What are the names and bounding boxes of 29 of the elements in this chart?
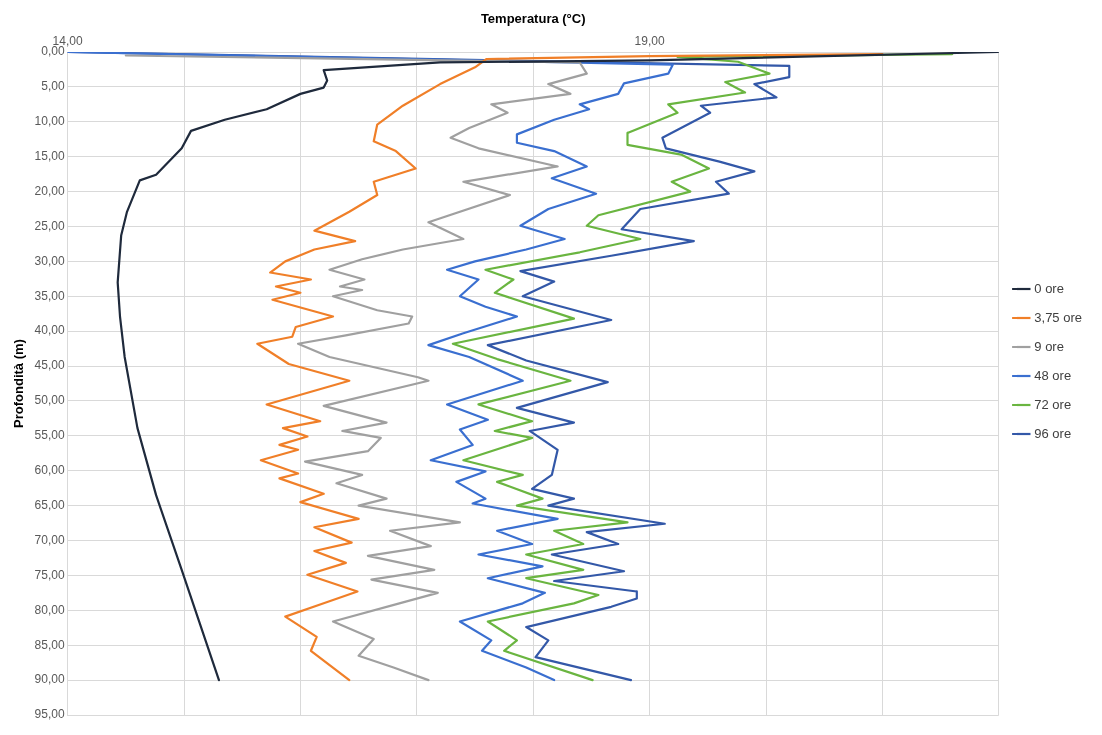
x-axis-title: Temperatura (°C) bbox=[480, 11, 586, 27]
y-tick-label: 55,00 bbox=[34, 428, 65, 443]
y-tick-label: 90,00 bbox=[34, 672, 65, 687]
y-tick-label: 25,00 bbox=[34, 218, 65, 233]
y-tick-label: 5,00 bbox=[41, 79, 65, 94]
y-tick-label: 35,00 bbox=[34, 288, 65, 303]
y-tick-label: 75,00 bbox=[34, 567, 65, 582]
y-tick-label: 95,00 bbox=[34, 707, 65, 722]
legend-label: 72 ore bbox=[1034, 396, 1072, 412]
y-tick-label: 65,00 bbox=[34, 497, 65, 512]
y-tick-label: 30,00 bbox=[34, 253, 65, 268]
y-tick-label: 60,00 bbox=[34, 463, 65, 478]
y-tick-label: 70,00 bbox=[34, 532, 65, 547]
x-tick-label: 19,00 bbox=[634, 34, 665, 49]
y-tick-label: 85,00 bbox=[34, 637, 65, 652]
y-tick-label: 40,00 bbox=[34, 323, 65, 338]
y-tick-label: 50,00 bbox=[34, 393, 65, 408]
y-tick-label: 0,00 bbox=[41, 44, 65, 59]
y-tick-label: 10,00 bbox=[34, 114, 65, 129]
y-tick-label: 20,00 bbox=[34, 183, 65, 198]
legend-label: 3,75 ore bbox=[1034, 309, 1082, 325]
y-axis-title: Profondità (m) bbox=[11, 339, 27, 428]
legend-label: 0 ore bbox=[1034, 280, 1064, 296]
legend-label: 9 ore bbox=[1034, 338, 1064, 354]
y-tick-label: 80,00 bbox=[34, 602, 65, 617]
y-tick-label: 45,00 bbox=[34, 358, 65, 373]
y-tick-label: 15,00 bbox=[34, 149, 65, 163]
legend-label: 96 ore bbox=[1034, 425, 1072, 441]
legend-label: 48 ore bbox=[1034, 367, 1072, 383]
